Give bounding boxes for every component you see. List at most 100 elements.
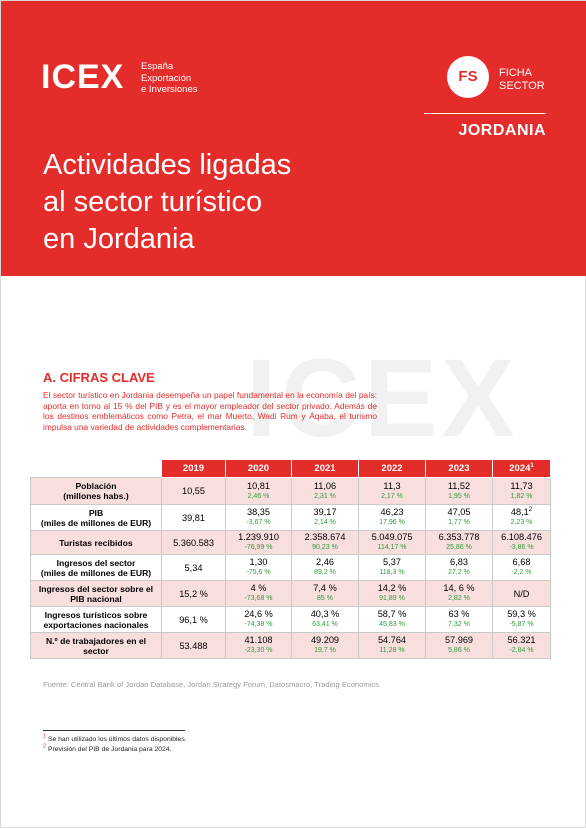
cell-value: 49.209 [292,635,358,645]
cell-value: 63 % [426,609,492,619]
row-label: Ingresos turísticos sobre exportaciones n… [30,606,162,633]
table-cell: 5,34 [161,554,226,581]
cell-value-text: 49.209 [310,635,340,645]
cell-value: 6,68 [493,557,550,567]
year-header: 2023 [425,459,493,478]
table-cell: 49.209 19,7 % [291,632,359,659]
cell-change: 1,95 % [448,492,470,500]
table-cell: 96,1 % [161,606,226,633]
cell-value: 1.239.910 [226,532,291,542]
cell-value-text: 48,1 [510,507,529,517]
footnotes: 1 Se han utilizado los últimos datos dis… [43,734,187,755]
footnote-number: 2 [43,743,47,750]
cell-value-text: 39,17 [313,507,337,517]
row-label: Turistas recibidos [30,530,162,555]
cell-change: 114,17 % [377,544,407,551]
logo-wordmark: ICEX [41,58,125,96]
page-title-line: en Jordania [43,223,195,255]
source-note: Fuente: Central Bank of Jordan Database,… [43,680,379,689]
table-row: Población (millones habs.) 10,55 10,81 2,46 … [30,477,551,505]
cell-value: 56.321 [493,635,550,645]
cell-value: 54.764 [359,635,425,645]
cell-value-text: 96,1 % [179,614,208,625]
cell-change: -3,86 % [509,544,534,551]
cell-value: 24,6 % [226,609,291,619]
cell-value: 57.969 [426,635,492,645]
cell-value: 2,46 [292,557,358,567]
fs-badge-label-line: FICHA [499,67,532,79]
cell-change: 2,23 % [510,519,533,526]
table-cell: 7,4 % 85 % [291,580,359,607]
cell-value: 39,17 [292,507,358,517]
table-cell: 10,55 [161,477,226,505]
table-row: Turistas recibidos 5.360.583 1.239.910 -76,… [30,530,551,555]
table-cell: 6,83 27,2 % [425,554,493,581]
table-cell: 54.764 11,28 % [358,632,426,659]
cell-value: 6.353.778 [426,532,492,542]
year-header: 20241 [492,459,551,478]
cell-value-text: 14, 6 % [443,583,475,593]
table-cell: 11,73 1,82 % [492,477,551,505]
cell-change: 2,31 % [314,492,336,500]
row-label: PIB (miles de millones de EUR) [30,504,162,531]
fs-badge-icon: FS [447,56,489,98]
table-cell: 6,68 -2,2 % [492,554,551,581]
cell-value-text: 47,05 [447,507,471,517]
cell-change: 2,46 % [247,492,270,500]
header-divider [424,113,546,114]
cell-value-text: 41.108 [244,635,273,645]
logo-tagline-line: España [141,61,174,72]
table-row: Ingresos turísticos sobre exportaciones n… [30,606,551,633]
table-row: Ingresos del sector (miles de millones de… [30,554,551,581]
footnote-text: Previsión del PIB de Jordania para 2024. [47,746,172,753]
page-title-line: al sector turístico [43,186,263,218]
cell-value: 14,2 % [359,583,425,593]
year-header: 2019 [161,459,226,478]
logo-tagline-line: e Inversiones [141,84,198,95]
cell-value-text: 10,55 [182,486,205,496]
table-row: N.º de trabajadores en el sector 53.488 41.… [30,632,551,659]
cell-value: 11,3 [359,481,425,491]
cell-value: 38,35 [226,507,291,517]
table-corner [31,460,162,478]
cell-change: 2,82 % [448,595,470,602]
cell-value: 5,37 [359,557,425,567]
row-label-line: Turistas recibidos [59,537,133,548]
row-label-line: Ingresos turísticos sobre [44,609,148,620]
cell-value-text: 11,73 [510,480,533,491]
fs-badge-label-line: SECTOR [499,79,545,92]
table-cell: 11,3 2,17 % [358,477,426,505]
cell-change: 11,28 % [379,647,405,654]
header-banner: ICEX España Exportación e Inversiones FS… [1,1,586,276]
logo-tagline: España Exportación e Inversiones [141,61,198,96]
cell-value: 53.488 [162,641,225,651]
cell-value-text: 5.049.075 [371,532,413,542]
footnote-item: 1 Se han utilizado los últimos datos dis… [43,734,187,745]
cell-value-text: 7,4 % [313,583,337,593]
cell-value: 11,73 [493,481,550,491]
cell-change: 2,17 % [381,492,403,500]
cell-value: 11,06 [292,481,358,491]
table-cell: 38,35 -3,67 % [225,504,292,531]
section-intro: El sector turístico en Jordania desempeñ… [43,390,377,432]
cell-value: 96,1 % [162,615,225,625]
cell-change: 7,32 % [448,621,470,628]
cell-value-text: 1.239.910 [238,532,279,542]
table-cell: 5.360.583 [161,530,226,555]
table-cell: 1.239.910 -76,99 % [225,530,292,555]
cell-value-text: 57.969 [444,635,474,645]
cell-change: -76,99 % [244,544,273,551]
cell-value-text: 53.488 [179,640,208,651]
row-label-line: (miles de millones de EUR) [40,517,152,528]
table-cell: 58,7 % 45,83 % [358,606,426,633]
section-heading: A. CIFRAS CLAVE [43,370,155,385]
cell-value: 46,23 [359,507,425,517]
cell-change: 45,83 % [379,621,405,628]
cell-value-text: 11,06 [313,480,337,491]
cell-value: 59,3 % [493,609,550,619]
cell-change: 85 % [317,595,333,602]
row-label-line: Ingresos del sector [56,557,136,568]
row-label-line: exportaciones nacionales [43,619,149,630]
table-cell: 41.108 -23,30 % [225,632,292,659]
